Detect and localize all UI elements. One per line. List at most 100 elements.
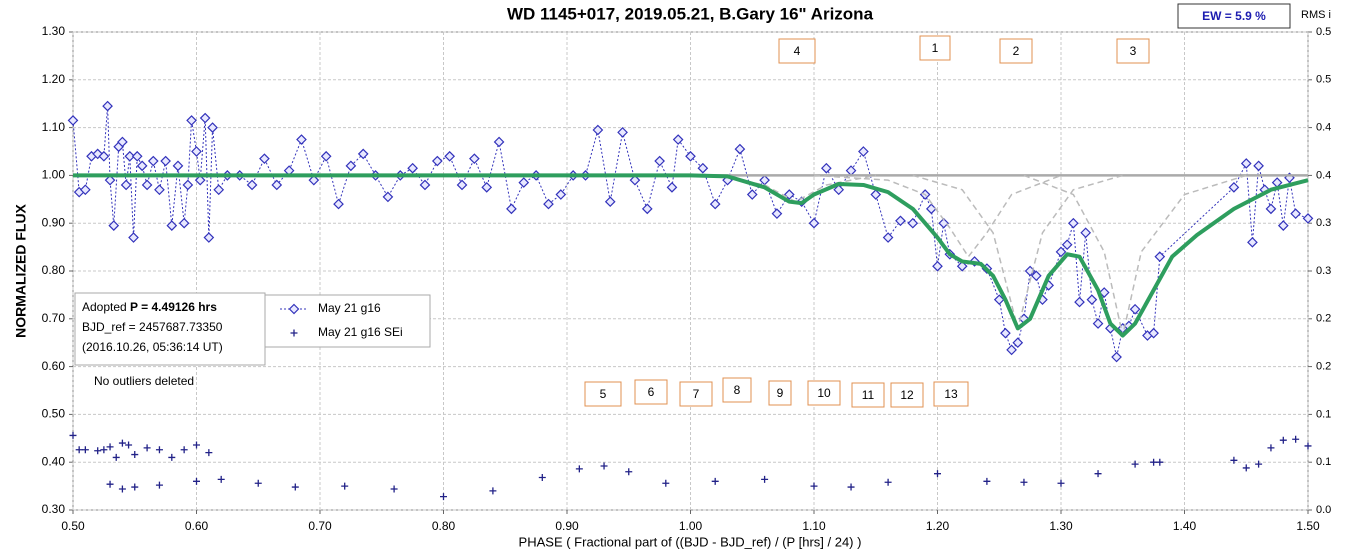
y2-tick-label: 0.5 [1316,26,1331,38]
point [469,153,480,165]
x-tick-label: 1.40 [1173,519,1197,533]
point [155,481,163,489]
point [213,184,225,196]
annotation-box [851,382,885,408]
info-date: (2016.10.26, 05:36:14 UT) [82,340,223,354]
point [1228,182,1240,193]
point [709,198,721,210]
point [117,136,128,148]
point [983,477,991,485]
point [882,232,894,243]
y2-tick-label: 0.3 [1316,217,1331,229]
point [1000,327,1011,339]
point [600,462,608,470]
point [147,155,159,167]
point [419,179,431,191]
point [907,217,919,229]
point [131,483,139,491]
point [1255,460,1263,468]
annotation-box [919,35,951,61]
point [761,475,769,483]
annotation-label: 3 [1130,44,1137,58]
y2-tick-label: 0.2 [1316,313,1331,325]
y-tick-label: 1.20 [42,72,66,86]
point [1148,327,1159,339]
point [641,203,653,215]
annotation-box [679,381,713,407]
x-tick-label: 0.80 [432,519,456,533]
point [493,136,505,148]
y-tick-label: 0.30 [42,502,66,516]
point [106,480,114,488]
point [440,493,447,501]
y2-tick-label: 0.2 [1316,361,1331,373]
point [143,444,151,452]
point [182,179,194,191]
point [1030,270,1042,282]
annotation-box [778,38,816,64]
annotation-box [768,380,792,406]
point [271,179,283,191]
point [1290,208,1301,219]
point [168,453,176,461]
point [956,260,968,272]
point [993,294,1005,306]
x-tick-label: 1.50 [1296,519,1320,533]
x-tick-label: 0.50 [61,519,85,533]
info-text: Adopted P = 4.49126 hrs [82,300,217,314]
x-tick-label: 1.20 [926,519,950,533]
point [666,182,678,193]
ew-box [1177,3,1291,29]
point [194,174,206,186]
point [205,449,213,457]
point [808,217,820,229]
point [858,146,869,157]
y-tick-label: 0.50 [42,407,66,421]
point [1129,303,1141,315]
point [106,443,114,451]
point [870,189,882,200]
point [69,431,77,439]
point [431,155,443,167]
point [555,189,567,200]
point [341,482,349,490]
point [131,451,139,459]
point [543,198,554,210]
annotation-box [722,377,752,403]
point [118,439,126,447]
point [180,446,188,454]
point [154,184,165,196]
point [1156,458,1164,466]
point [625,468,633,476]
annotation-label: 13 [944,387,958,401]
point [1154,251,1166,263]
y2-tick-label: 0.4 [1316,169,1331,181]
annotation-label: 8 [734,383,741,397]
point [629,174,641,186]
point [217,475,225,483]
info-ref: BJD_ref = 2457687.73350 [82,320,223,334]
annotation-box [933,381,969,407]
point [345,160,357,172]
point [771,208,783,219]
point [1131,460,1139,468]
y2-tick-label: 0.1 [1316,456,1331,468]
point [1057,479,1065,487]
point [456,179,468,191]
point [333,198,344,210]
series-line [72,105,1309,358]
point [186,115,197,126]
point [112,453,120,461]
info-period: P = 4.49126 hrs [130,300,217,314]
point [938,217,950,229]
point [697,162,709,174]
point [847,483,855,491]
point [1292,435,1300,443]
point [207,122,218,133]
point [67,115,79,126]
point [895,215,906,227]
point [1074,296,1085,308]
annotation-label: 6 [648,385,655,399]
point [444,150,456,162]
